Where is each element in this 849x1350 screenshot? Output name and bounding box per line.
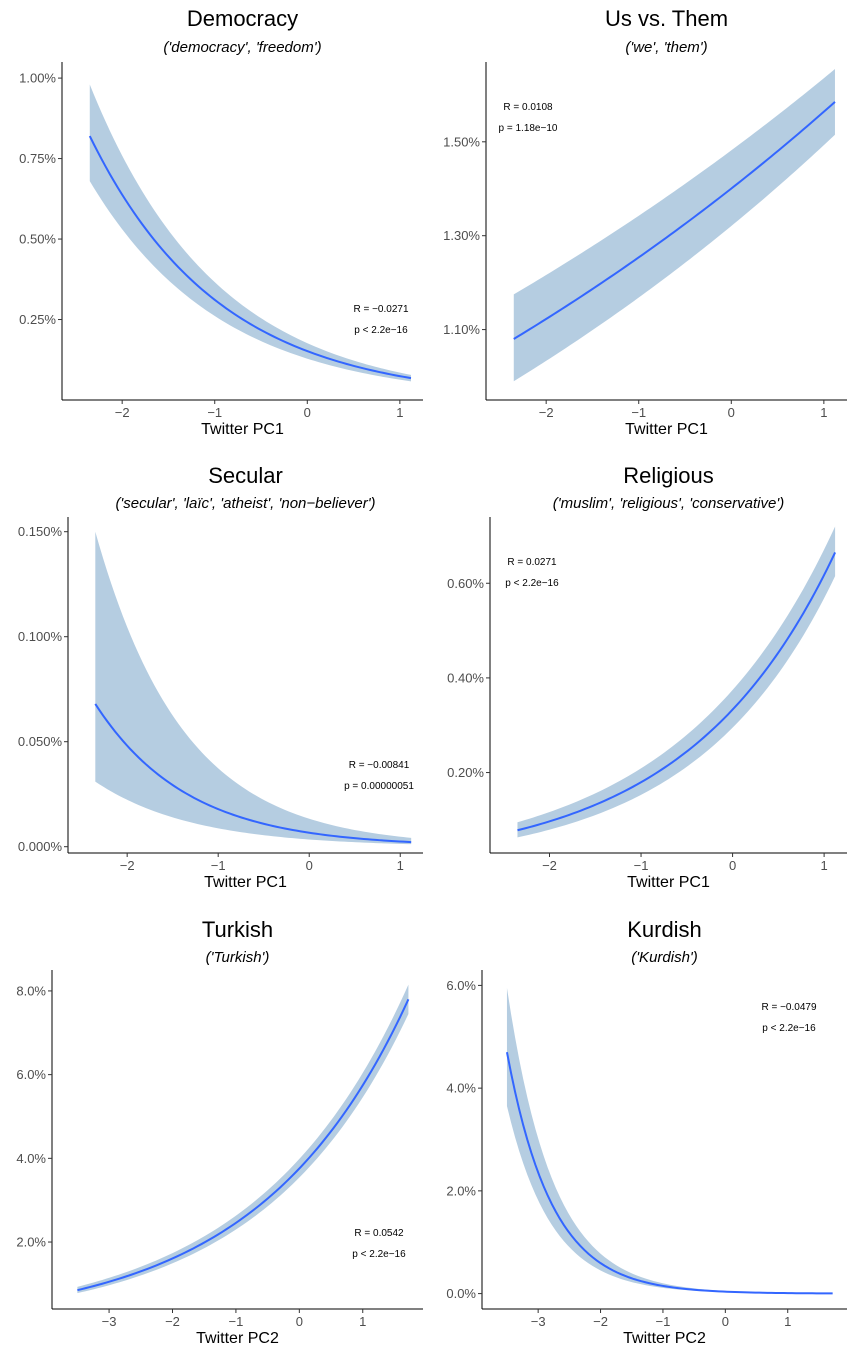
panel-title: Religious <box>623 463 714 488</box>
x-tick-label: −2 <box>120 858 135 873</box>
x-tick-label: −1 <box>207 405 222 420</box>
x-tick-label: −2 <box>593 1314 608 1329</box>
x-tick-label: 1 <box>396 405 403 420</box>
confidence-band <box>517 526 836 838</box>
panel-democracy: Democracy ('democracy', 'freedom') 0.25% 0.… <box>19 6 423 438</box>
x-tick-label: −2 <box>115 405 130 420</box>
panel-subtitle: ('Kurdish') <box>631 949 698 966</box>
panel-title: Turkish <box>202 917 273 942</box>
fit-line <box>517 552 837 832</box>
y-tick-label: 0.40% <box>447 670 484 685</box>
x-tick-label: −3 <box>102 1314 117 1329</box>
x-tick-label: 0 <box>306 858 313 873</box>
confidence-band <box>89 84 411 382</box>
y-tick-label: 0.100% <box>18 629 63 644</box>
p-value-label: p = 0.00000051 <box>344 781 414 792</box>
y-tick-label: 0.25% <box>19 312 56 327</box>
y-tick-label: 4.0% <box>16 1151 46 1166</box>
panel-religious: Religious ('muslim', 'religious', 'conser… <box>447 463 847 891</box>
x-tick-label: 1 <box>820 405 827 420</box>
y-tick-label: 0.050% <box>18 734 63 749</box>
y-tick-label: 0.20% <box>447 765 484 780</box>
panel-title: Secular <box>208 463 283 488</box>
panel-turkish: Turkish ('Turkish') 2.0% 4.0% 6.0% 8.0% −3 −2 −1… <box>16 917 423 1347</box>
x-tick-label: 0 <box>729 858 736 873</box>
panel-title: Kurdish <box>627 917 702 942</box>
y-tick-label: 1.00% <box>19 71 56 86</box>
y-tick-label: 8.0% <box>16 983 46 998</box>
panel-subtitle: ('muslim', 'religious', 'conservative') <box>553 495 784 512</box>
x-tick-label: 0 <box>304 405 311 420</box>
x-tick-label: −3 <box>531 1314 546 1329</box>
panel-secular: Secular ('secular', 'laïc', 'atheist', 'n… <box>18 463 423 891</box>
y-tick-label: 2.0% <box>16 1235 46 1250</box>
p-value-label: p < 2.2e−16 <box>354 325 408 336</box>
fit-line <box>513 101 836 340</box>
x-tick-label: −1 <box>631 405 646 420</box>
fit-line <box>77 998 410 1292</box>
correlation-label: R = 0.0108 <box>503 102 553 113</box>
y-tick-label: 1.50% <box>443 134 480 149</box>
x-tick-label: −2 <box>542 858 557 873</box>
y-tick-label: 0.50% <box>19 232 56 247</box>
p-value-label: p < 2.2e−16 <box>505 578 559 589</box>
panel-subtitle: ('secular', 'laïc', 'atheist', 'non−beli… <box>115 495 375 512</box>
x-tick-label: −2 <box>539 405 554 420</box>
x-tick-label: −1 <box>229 1314 244 1329</box>
panel-subtitle: ('democracy', 'freedom') <box>163 39 321 56</box>
x-tick-label: 0 <box>728 405 735 420</box>
x-tick-label: 0 <box>296 1314 303 1329</box>
x-tick-label: −1 <box>634 858 649 873</box>
x-tick-label: −1 <box>211 858 226 873</box>
x-tick-label: 1 <box>359 1314 366 1329</box>
confidence-band <box>77 984 409 1294</box>
fit-line <box>505 1051 833 1295</box>
panel-title: Democracy <box>187 6 298 31</box>
panel-subtitle: ('we', 'them') <box>625 39 707 56</box>
y-tick-label: 0.000% <box>18 839 63 854</box>
confidence-band <box>513 69 835 382</box>
x-axis-label: Twitter PC2 <box>623 1330 706 1347</box>
y-tick-label: 6.0% <box>16 1067 46 1082</box>
y-tick-label: 0.150% <box>18 524 63 539</box>
x-tick-label: 1 <box>784 1314 791 1329</box>
x-tick-label: 1 <box>397 858 404 873</box>
x-axis-label: Twitter PC1 <box>627 874 710 891</box>
x-tick-label: −1 <box>656 1314 671 1329</box>
y-tick-label: 0.60% <box>447 576 484 591</box>
y-tick-label: 1.30% <box>443 228 480 243</box>
fit-line <box>94 703 412 844</box>
y-tick-label: 1.10% <box>443 322 480 337</box>
x-axis-label: Twitter PC1 <box>204 874 287 891</box>
p-value-label: p = 1.18e−10 <box>499 123 558 134</box>
panel-kurdish: Kurdish ('Kurdish') 0.0% 2.0% 4.0% 6.0% −3 −2 −1… <box>446 917 847 1347</box>
panel-subtitle: ('Turkish') <box>206 949 270 966</box>
panel-us-vs-them: Us vs. Them ('we', 'them') 1.10% 1.30% 1.50%… <box>443 6 847 438</box>
x-tick-label: 0 <box>722 1314 729 1329</box>
x-axis-label: Twitter PC1 <box>625 421 708 438</box>
p-value-label: p < 2.2e−16 <box>352 1249 406 1260</box>
y-tick-label: 0.0% <box>446 1286 476 1301</box>
p-value-label: p < 2.2e−16 <box>762 1023 816 1034</box>
y-tick-label: 6.0% <box>446 978 476 993</box>
x-tick-label: 1 <box>820 858 827 873</box>
x-axis-label: Twitter PC1 <box>201 421 284 438</box>
correlation-label: R = −0.0271 <box>353 304 408 315</box>
correlation-label: R = 0.0542 <box>354 1228 404 1239</box>
panel-title: Us vs. Them <box>605 6 728 31</box>
x-tick-label: −2 <box>165 1314 180 1329</box>
correlation-label: R = 0.0271 <box>507 557 557 568</box>
correlation-label: R = −0.0479 <box>761 1002 816 1013</box>
correlation-label: R = −0.00841 <box>349 760 410 771</box>
confidence-band <box>95 531 412 845</box>
y-tick-label: 2.0% <box>446 1183 476 1198</box>
x-axis-label: Twitter PC2 <box>196 1330 279 1347</box>
y-tick-label: 0.75% <box>19 151 56 166</box>
fit-line <box>88 135 412 380</box>
y-tick-label: 4.0% <box>446 1081 476 1096</box>
